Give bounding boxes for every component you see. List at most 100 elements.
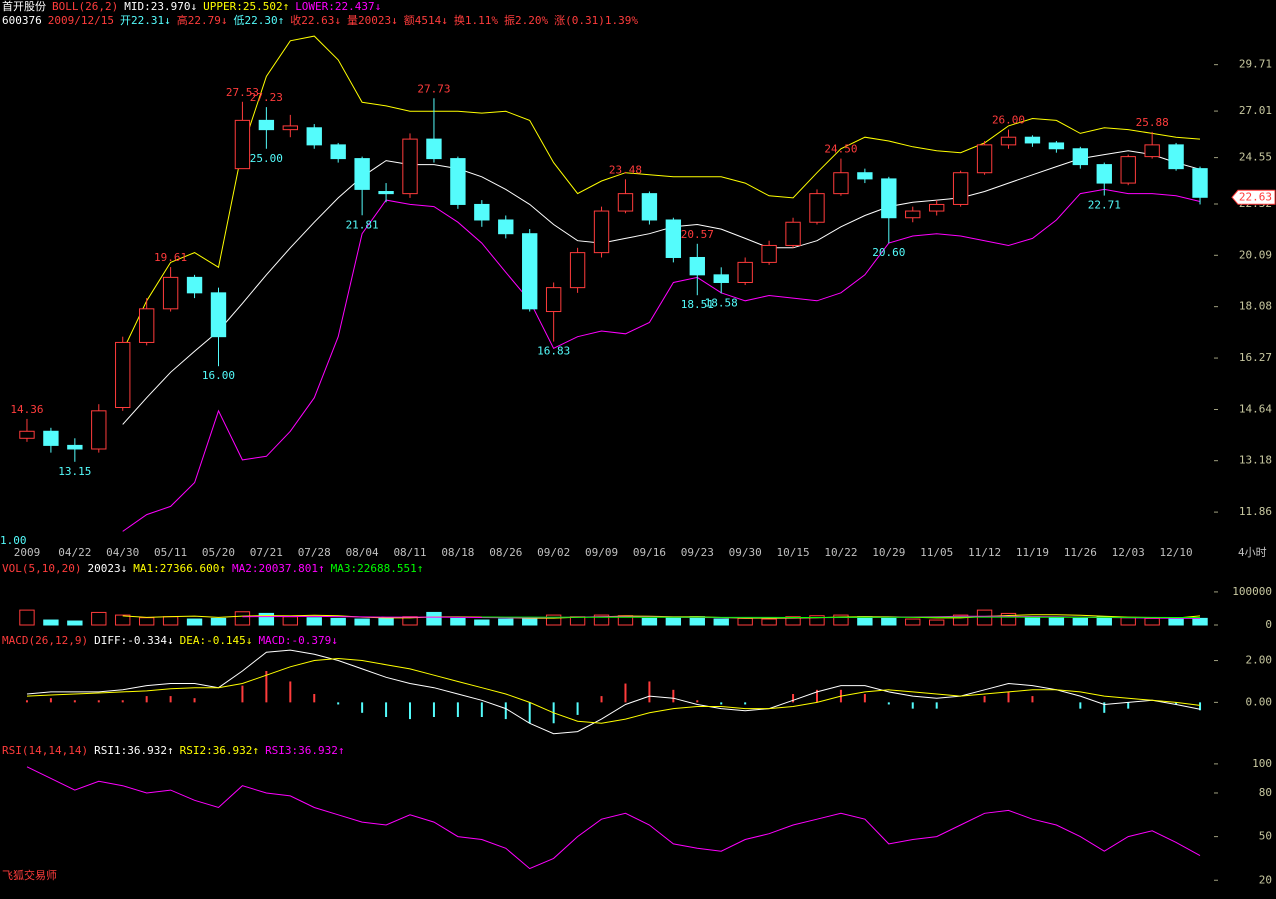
volume-bar (522, 617, 538, 626)
volume-bar (785, 616, 801, 626)
candle-body (162, 276, 179, 310)
indicator-line (122, 35, 1201, 352)
volume-bar (186, 618, 203, 626)
volume-bar (593, 614, 610, 626)
legend-item: MA2:20037.801↑ (232, 562, 325, 575)
high-label: 14.36 (10, 403, 43, 416)
legend-item: LOWER:22.437↓ (295, 0, 381, 13)
legend-item: 振2.20% (504, 13, 548, 27)
volume-bar (162, 616, 179, 626)
candle-body (1072, 148, 1089, 166)
volume-bar (761, 618, 777, 626)
candle-body (306, 127, 322, 146)
candle-body (593, 210, 610, 254)
x-tick-label: 11/26 (1064, 546, 1097, 559)
legend-item: 低22.30↑ (233, 14, 284, 27)
volume-bar (905, 618, 921, 626)
y-tick-label: 27.01 (1239, 104, 1272, 117)
y-tick-label: 100 (1252, 757, 1272, 770)
volume-bar (809, 615, 825, 626)
candle-body (952, 172, 969, 205)
y-tick-label: 2.00 (1246, 654, 1273, 667)
low-label: 25.00 (250, 152, 283, 165)
y-tick-label: 16.27 (1239, 351, 1272, 364)
candle-body (833, 172, 849, 195)
candle-body (737, 261, 753, 283)
candle-body (617, 193, 634, 212)
low-label: 16.00 (202, 369, 235, 382)
legend-item: 量20023↓ (347, 14, 398, 27)
legend-item: VOL(5,10,20) (2, 562, 81, 575)
volume-bar (569, 616, 586, 626)
indicator-line (122, 188, 1201, 532)
x-tick-label: 04/30 (106, 546, 139, 559)
legend-item: 高22.79↓ (177, 13, 228, 27)
low-label: 16.83 (537, 345, 570, 358)
x-tick-label: 11/19 (1016, 546, 1049, 559)
high-label: 27.23 (250, 91, 283, 104)
candle-body (498, 219, 514, 235)
volume-bar (19, 609, 35, 626)
indicator-line (481, 616, 1200, 618)
candle-body (976, 144, 993, 174)
candle-body (258, 119, 275, 131)
corner-label: 1.00 (0, 534, 27, 547)
candle-body (665, 219, 682, 258)
volume-bar (498, 618, 514, 626)
legend-item: 2009/12/15 (48, 14, 114, 27)
low-label: 21.81 (346, 218, 379, 231)
candle-body (330, 144, 346, 160)
legend-item: 换1.11% (454, 13, 498, 27)
x-tick-label: 11/12 (968, 546, 1001, 559)
y-tick-label: 13.18 (1239, 454, 1272, 467)
volume-bar (115, 614, 131, 626)
legend-item: 额4514↓ (404, 14, 448, 27)
x-tick-label: 09/16 (633, 546, 666, 559)
x-tick-label: 08/11 (393, 546, 426, 559)
volume-bar (282, 616, 298, 626)
legend-row: 600376 2009/12/15 开22.31↓ 高22.79↓ 低22.30↑ 收22… (2, 13, 638, 27)
volume-bar (450, 617, 466, 626)
candle-body (1192, 168, 1208, 198)
candle-body (1000, 136, 1017, 146)
candle-body (881, 178, 897, 219)
legend-item: MID:23.970↓ (124, 0, 197, 13)
legend-item: DEA:-0.145↓ (180, 634, 253, 647)
high-label: 25.88 (1136, 116, 1169, 129)
indicator-line (122, 150, 1201, 425)
volume-bar (67, 620, 83, 626)
volume-bar (306, 617, 322, 626)
legend-item: 收22.63↓ (290, 13, 341, 27)
volume-bar (234, 611, 251, 626)
candle-body (713, 274, 729, 283)
candle-body (1024, 136, 1041, 144)
volume-bar (952, 614, 969, 626)
legend-row: RSI(14,14,14) RSI1:36.932↑ RSI2:36.932↑ RSI… (2, 744, 345, 757)
low-label: 20.60 (872, 246, 905, 259)
candle-body (138, 308, 155, 343)
y-tick-label: 50 (1259, 830, 1272, 843)
y-tick-label: 20.09 (1239, 248, 1272, 261)
volume-bar (929, 619, 945, 626)
candle-body (905, 210, 921, 219)
volume-bar (545, 614, 562, 626)
candle-body (402, 138, 418, 195)
high-label: 26.00 (992, 114, 1025, 127)
volume-bar (426, 611, 442, 626)
legend-row: VOL(5,10,20) 20023↓ MA1:27366.600↑ MA2:2003… (2, 562, 423, 575)
last-price-box (1231, 189, 1276, 205)
y-tick-label: 100000 (1232, 585, 1272, 598)
legend-item: 开22.31↓ (120, 14, 171, 27)
candle-body (115, 341, 131, 409)
volume-bar (354, 618, 370, 626)
y-tick-label: 14.64 (1239, 402, 1272, 415)
candle-body (474, 203, 490, 221)
candle-body (857, 172, 873, 180)
candle-body (809, 193, 825, 223)
high-label: 19.61 (154, 251, 187, 264)
candle-body (426, 138, 442, 160)
volume-bar (1000, 612, 1017, 626)
candle-body (569, 252, 586, 289)
candle-body (67, 444, 83, 450)
